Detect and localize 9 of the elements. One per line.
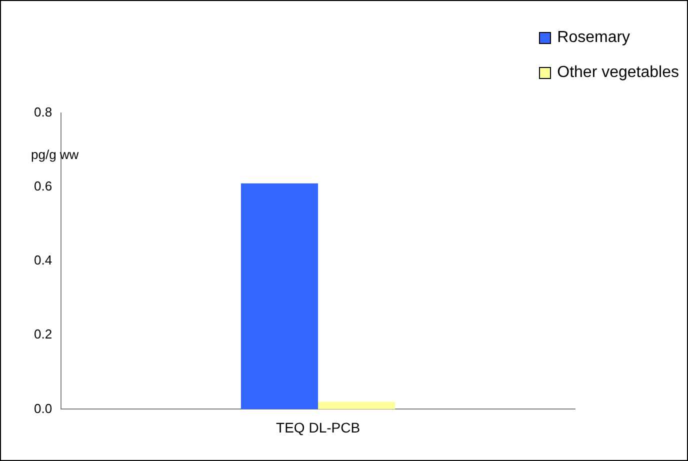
y-tick-label: 0.8 [34,104,52,120]
x-tick-label: TEQ DL-PCB [276,419,360,436]
y-axis-title: pg/g ww [31,147,79,162]
y-tick-label: 0.4 [34,252,52,268]
legend-label: Other vegetables [557,64,679,82]
y-tick-label: 0.6 [34,178,52,194]
y-tick-label: 0.2 [34,326,52,342]
y-tick-label: 0.0 [34,400,52,416]
legend-label: Rosemary [557,29,630,47]
